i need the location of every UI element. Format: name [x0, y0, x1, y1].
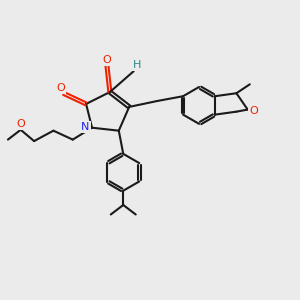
Text: O: O [249, 106, 258, 116]
Text: H: H [133, 60, 141, 70]
Text: O: O [16, 119, 26, 129]
Text: O: O [56, 83, 65, 93]
Text: N: N [81, 122, 90, 132]
Text: O: O [102, 55, 111, 65]
